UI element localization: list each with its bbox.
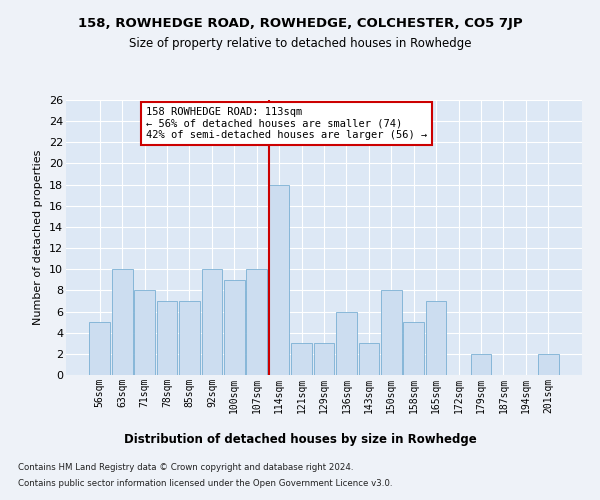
Text: 158, ROWHEDGE ROAD, ROWHEDGE, COLCHESTER, CO5 7JP: 158, ROWHEDGE ROAD, ROWHEDGE, COLCHESTER… [77, 18, 523, 30]
Bar [112, 269, 133, 375]
Text: Contains HM Land Registry data © Crown copyright and database right 2024.: Contains HM Land Registry data © Crown c… [18, 462, 353, 471]
Text: Size of property relative to detached houses in Rowhedge: Size of property relative to detached ho… [129, 38, 471, 51]
Bar [247, 269, 267, 375]
Bar [336, 312, 357, 375]
Bar [314, 344, 334, 375]
Bar [224, 280, 245, 375]
Bar [359, 344, 379, 375]
Bar [381, 290, 401, 375]
Text: Distribution of detached houses by size in Rowhedge: Distribution of detached houses by size … [124, 432, 476, 446]
Bar [538, 354, 559, 375]
Bar [202, 269, 222, 375]
Y-axis label: Number of detached properties: Number of detached properties [34, 150, 43, 325]
Text: Contains public sector information licensed under the Open Government Licence v3: Contains public sector information licen… [18, 479, 392, 488]
Bar [470, 354, 491, 375]
Text: 158 ROWHEDGE ROAD: 113sqm
← 56% of detached houses are smaller (74)
42% of semi-: 158 ROWHEDGE ROAD: 113sqm ← 56% of detac… [146, 107, 427, 140]
Bar [291, 344, 312, 375]
Bar [134, 290, 155, 375]
Bar [89, 322, 110, 375]
Bar [179, 301, 200, 375]
Bar [157, 301, 178, 375]
Bar [403, 322, 424, 375]
Bar [269, 184, 289, 375]
Bar [426, 301, 446, 375]
